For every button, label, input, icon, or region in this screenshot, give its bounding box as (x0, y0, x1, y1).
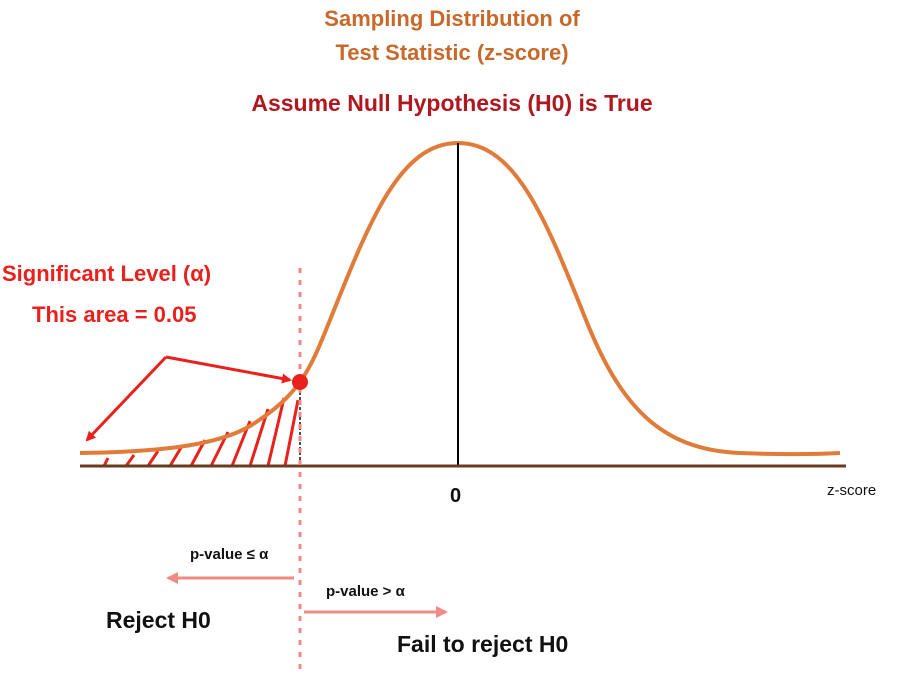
title-line-1: Sampling Distribution of (324, 6, 580, 31)
rejection-area-hatching (102, 397, 300, 467)
right-result: Fail to reject H0 (397, 631, 569, 657)
annotation-arrow (165, 355, 292, 384)
subtitle: Assume Null Hypothesis (H0) is True (251, 90, 653, 116)
left-result: Reject H0 (106, 607, 211, 633)
left-condition: p-value ≤ α (190, 546, 269, 563)
normal-curve (79, 140, 841, 457)
axis-label: z-score (827, 482, 877, 499)
right-condition: p-value > α (326, 583, 405, 600)
annotation-arrow (85, 355, 168, 442)
significance-label: Significant Level (α) (2, 261, 212, 286)
significance-area: This area = 0.05 (32, 302, 197, 327)
axis-center-tick: 0 (450, 485, 462, 507)
title-line-2: Test Statistic (z-score) (335, 40, 569, 65)
critical-point (292, 374, 308, 390)
